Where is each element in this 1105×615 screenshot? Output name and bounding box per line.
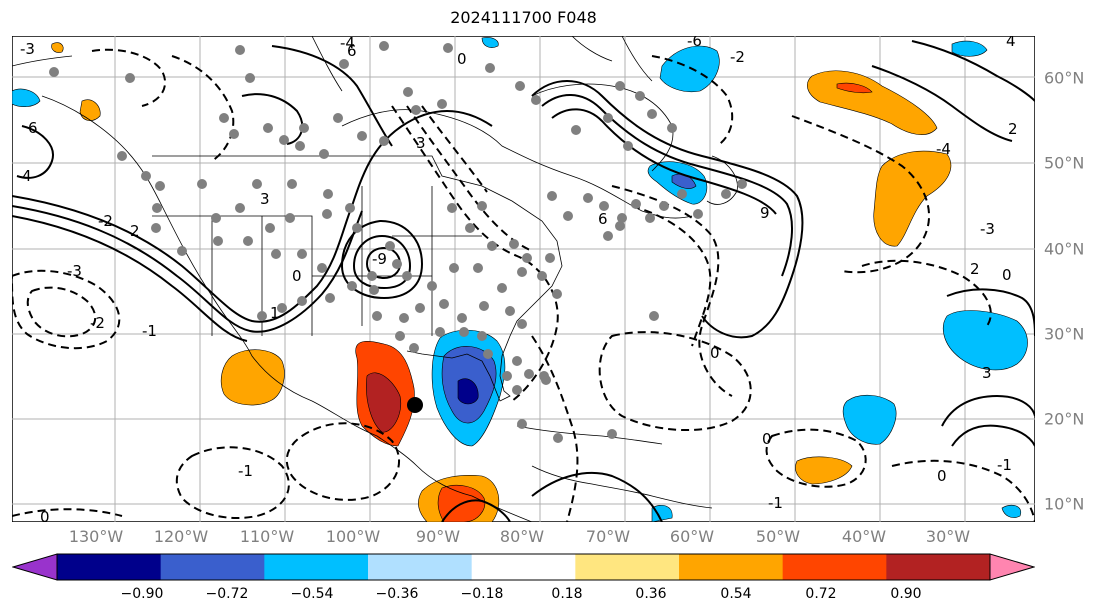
coastlines (12, 36, 738, 522)
contour-label: -2 (90, 314, 105, 332)
colorbar-tick-label: −0.18 (460, 586, 504, 602)
colorbar-cell (160, 554, 265, 580)
colorbar-cell (471, 554, 576, 580)
contour-label: -2 (98, 212, 113, 230)
colorbar-tick-label: −0.90 (120, 586, 164, 602)
colorbar-tick-label: 0.54 (720, 586, 752, 602)
contour-label: 6 (347, 42, 357, 60)
lat-label: 40°N (1044, 239, 1085, 259)
colorbar-tick-label: 0.72 (805, 586, 837, 602)
colorbar-cells (13, 554, 1034, 580)
contour-label: 4 (22, 167, 32, 185)
lat-label: 10°N (1044, 494, 1085, 514)
contour-label: 3 (416, 134, 426, 152)
contour-label: 1 (270, 304, 280, 322)
contour-label: 3 (982, 364, 992, 382)
lon-label: 60°W (669, 527, 715, 546)
colorbar-cell (782, 554, 887, 580)
contour-label: 4 (1006, 36, 1016, 50)
colorbar-cell (575, 554, 680, 580)
colorbar-tick-label: −0.36 (375, 586, 419, 602)
contour-label: 0 (710, 344, 720, 362)
colorbar-tick-label: 0.90 (890, 586, 922, 602)
colorbar-cell (264, 554, 369, 580)
colorbar-cell (57, 554, 162, 580)
lon-label: 90°W (415, 527, 461, 546)
lat-label: 30°N (1044, 324, 1085, 344)
contour-label: 0 (457, 50, 467, 68)
colorbar-tick-label: −0.54 (290, 586, 334, 602)
contour-label: -3 (20, 40, 35, 58)
contour-label: -9 (372, 250, 387, 268)
contour-label: 6 (598, 210, 608, 228)
shaded-anomalies (12, 37, 1028, 522)
contour-label: 2 (970, 260, 980, 278)
lon-label: 30°W (925, 527, 971, 546)
contour-label: -6 (687, 36, 702, 50)
contour-label: 6 (28, 119, 38, 137)
station-dots (49, 41, 747, 443)
lon-label: 100°W (325, 527, 381, 546)
contour-label: 2 (130, 222, 140, 240)
contour-label: -4 (936, 140, 951, 158)
colorbar-tick-label: −0.72 (205, 586, 249, 602)
lat-label: 50°N (1044, 153, 1085, 173)
colorbar-cell (368, 554, 473, 580)
lon-label: 110°W (239, 527, 295, 546)
colorbar (12, 553, 1035, 581)
contour-label: -1 (768, 494, 783, 512)
colorbar-tick-label: 0.36 (635, 586, 667, 602)
lon-label: 50°W (755, 527, 801, 546)
lon-label: 70°W (585, 527, 631, 546)
colorbar-tick-label: 0.18 (551, 586, 583, 602)
contour-label: -3 (980, 220, 995, 238)
contour-label: -1 (997, 456, 1012, 474)
negative-contours (12, 48, 1035, 522)
contour-label: 0 (1002, 266, 1012, 284)
lon-label: 80°W (499, 527, 545, 546)
contour-label: -4 (340, 36, 355, 52)
contour-label: 9 (760, 204, 770, 222)
contour-label: -1 (142, 322, 157, 340)
contour-label: 2 (1008, 120, 1018, 138)
contour-label: 0 (937, 467, 947, 485)
colorbar-cell (679, 554, 784, 580)
contour-labels: -3 -2 -1 0 0 0 0 1 2 3 4 -4 6 6 -6 9 -9 … (20, 36, 1018, 522)
map-title: 2024111700 F048 (450, 8, 597, 27)
contour-label: -2 (730, 48, 745, 66)
colorbar-extend-high (990, 554, 1034, 580)
contour-label: 3 (260, 190, 270, 208)
lat-label: 60°N (1044, 68, 1085, 88)
lat-label: 20°N (1044, 409, 1085, 429)
positive-contours (12, 40, 1035, 522)
lon-label: 130°W (68, 527, 124, 546)
colorbar-extend-low (13, 554, 57, 580)
contour-label: 0 (292, 267, 302, 285)
contour-label: 0 (40, 508, 50, 522)
contour-label: -1 (238, 462, 253, 480)
storm-center-dot (407, 397, 423, 413)
contour-label: 0 (762, 430, 772, 448)
contour-label: -3 (67, 262, 82, 280)
colorbar-cell (886, 554, 991, 580)
lon-label: 120°W (153, 527, 209, 546)
weather-map: -3 -2 -1 0 0 0 0 1 2 3 4 -4 6 6 -6 9 -9 … (12, 36, 1035, 522)
lon-label: 40°W (841, 527, 887, 546)
